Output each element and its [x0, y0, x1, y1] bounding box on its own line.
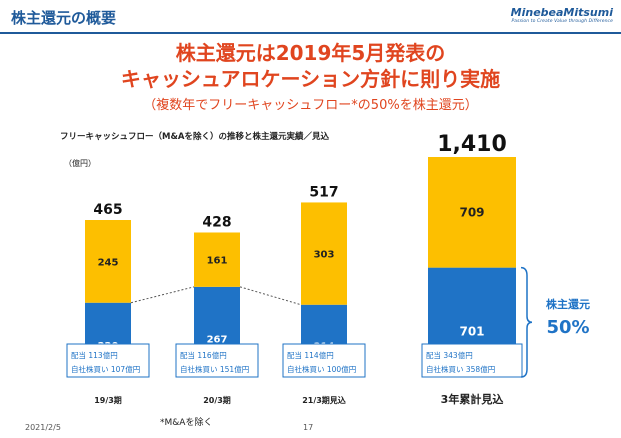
breakdown-buyback-3: 自社株買い 358億円 — [426, 364, 495, 374]
return-annotation-label: 株主還元 — [546, 297, 590, 311]
breakdown-box-1 — [175, 343, 259, 378]
footnote: *M&Aを除く — [160, 418, 213, 428]
bar-remainder-3 — [428, 157, 516, 268]
value-label-return-1: 267 — [207, 335, 228, 346]
breakdown-buyback-2: 自社株買い 100億円 — [287, 364, 356, 374]
breakdown-buyback-1: 自社株買い 151億円 — [180, 364, 249, 374]
bar-remainder-1 — [194, 232, 240, 287]
value-label-remainder-1: 161 — [207, 256, 228, 267]
category-label-0: 19/3期 — [94, 395, 122, 405]
chart-title: フリーキャッシュフロー（M&Aを除く）の推移と株主還元実績／見込 — [60, 132, 329, 142]
headline: 株主還元は2019年5月発表の キャッシュアロケーション方針に則り実施 — [0, 40, 621, 92]
category-label-2: 21/3期見込 — [302, 395, 346, 405]
category-label-1: 20/3期 — [203, 395, 231, 405]
y-axis-unit: （億円） — [64, 158, 96, 168]
date: 2021/2/5 — [25, 423, 61, 432]
brand-tagline: Passion to Create Value through Differen… — [511, 19, 613, 24]
breakdown-buyback-0: 自社株買い 107億円 — [71, 364, 140, 374]
total-label-1: 428 — [202, 214, 231, 230]
bar-remainder-2 — [301, 202, 347, 305]
bar-remainder-0 — [85, 220, 131, 303]
return-bracket — [520, 266, 533, 378]
value-label-return-3: 701 — [459, 324, 484, 338]
page-title: 株主還元の概要 — [11, 9, 117, 27]
value-label-remainder-2: 303 — [314, 250, 335, 261]
title-rule — [0, 32, 621, 34]
breakdown-box-2 — [282, 343, 366, 378]
value-label-remainder-0: 245 — [98, 257, 119, 268]
connector-line-0 — [130, 286, 195, 304]
total-label-0: 465 — [93, 202, 122, 218]
breakdown-dividend-1: 配当 116億円 — [180, 350, 227, 360]
brand-name: MinebeaMitsumi — [510, 6, 613, 19]
breakdown-dividend-2: 配当 114億円 — [287, 350, 334, 360]
brand-logo: MinebeaMitsumi Passion to Create Value t… — [511, 6, 613, 24]
breakdown-box-3 — [421, 343, 523, 378]
headline-line1: 株主還元は2019年5月発表の — [175, 41, 446, 65]
breakdown-dividend-3: 配当 343億円 — [426, 350, 473, 360]
headline-line2: キャッシュアロケーション方針に則り実施 — [120, 67, 501, 91]
page-number: 17 — [303, 423, 314, 432]
total-label-3: 1,410 — [437, 132, 507, 157]
connector-line-1 — [239, 286, 302, 306]
subheadline: （複数年でフリーキャッシュフロー*の50%を株主還元） — [143, 98, 478, 113]
total-label-2: 517 — [309, 184, 338, 200]
breakdown-dividend-0: 配当 113億円 — [71, 350, 118, 360]
value-label-remainder-3: 709 — [459, 205, 484, 219]
return-annotation-pct: 50% — [546, 317, 589, 338]
category-label-3: 3年累計見込 — [441, 392, 504, 406]
breakdown-box-0 — [66, 343, 150, 378]
